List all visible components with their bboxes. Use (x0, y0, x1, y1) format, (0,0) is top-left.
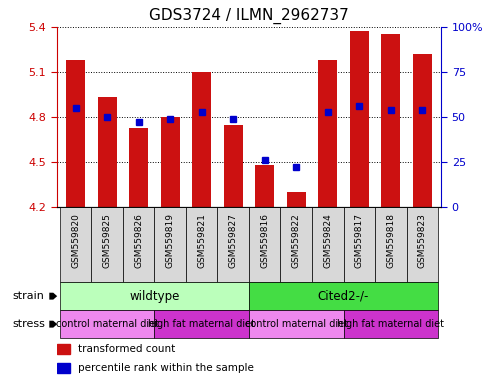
Text: GSM559819: GSM559819 (166, 213, 175, 268)
Text: GSM559827: GSM559827 (229, 213, 238, 268)
Bar (281, 207, 312, 282)
Bar (249, 310, 344, 338)
Bar (350, 31, 369, 207)
Bar (57, 363, 70, 373)
Text: wildtype: wildtype (129, 290, 179, 303)
Bar (217, 207, 249, 282)
Text: GSM559825: GSM559825 (103, 213, 111, 268)
Bar (57, 344, 70, 354)
Text: stress: stress (12, 319, 45, 329)
Text: control maternal diet: control maternal diet (56, 319, 159, 329)
Bar (224, 124, 243, 207)
Text: GSM559821: GSM559821 (197, 213, 206, 268)
Bar (161, 117, 179, 207)
Bar (60, 207, 91, 282)
Bar (66, 60, 85, 207)
Bar (129, 127, 148, 207)
Bar (375, 207, 407, 282)
Bar (382, 35, 400, 207)
Text: GSM559817: GSM559817 (355, 213, 364, 268)
Bar (60, 282, 249, 310)
Text: strain: strain (12, 291, 44, 301)
Text: Cited2-/-: Cited2-/- (318, 290, 369, 303)
Bar (255, 165, 274, 207)
Text: GSM559822: GSM559822 (292, 213, 301, 268)
Bar (318, 60, 337, 207)
Text: high fat maternal diet: high fat maternal diet (148, 319, 255, 329)
Text: GSM559820: GSM559820 (71, 213, 80, 268)
Text: GSM559824: GSM559824 (323, 213, 332, 268)
Bar (91, 207, 123, 282)
Text: high fat maternal diet: high fat maternal diet (337, 319, 444, 329)
Title: GDS3724 / ILMN_2962737: GDS3724 / ILMN_2962737 (149, 8, 349, 24)
Bar (344, 310, 438, 338)
Bar (249, 282, 438, 310)
Text: GSM559826: GSM559826 (134, 213, 143, 268)
Bar (186, 207, 217, 282)
Bar (249, 207, 281, 282)
Text: GSM559823: GSM559823 (418, 213, 427, 268)
Bar (192, 72, 211, 207)
Bar (413, 54, 432, 207)
Bar (287, 192, 306, 207)
Text: transformed count: transformed count (78, 344, 175, 354)
Bar (60, 310, 154, 338)
Bar (98, 98, 116, 207)
Bar (407, 207, 438, 282)
Bar (154, 310, 249, 338)
Bar (312, 207, 344, 282)
Text: control maternal diet: control maternal diet (245, 319, 348, 329)
Text: GSM559818: GSM559818 (387, 213, 395, 268)
Text: GSM559816: GSM559816 (260, 213, 269, 268)
Text: percentile rank within the sample: percentile rank within the sample (78, 363, 254, 373)
Bar (154, 207, 186, 282)
Bar (123, 207, 154, 282)
Bar (344, 207, 375, 282)
